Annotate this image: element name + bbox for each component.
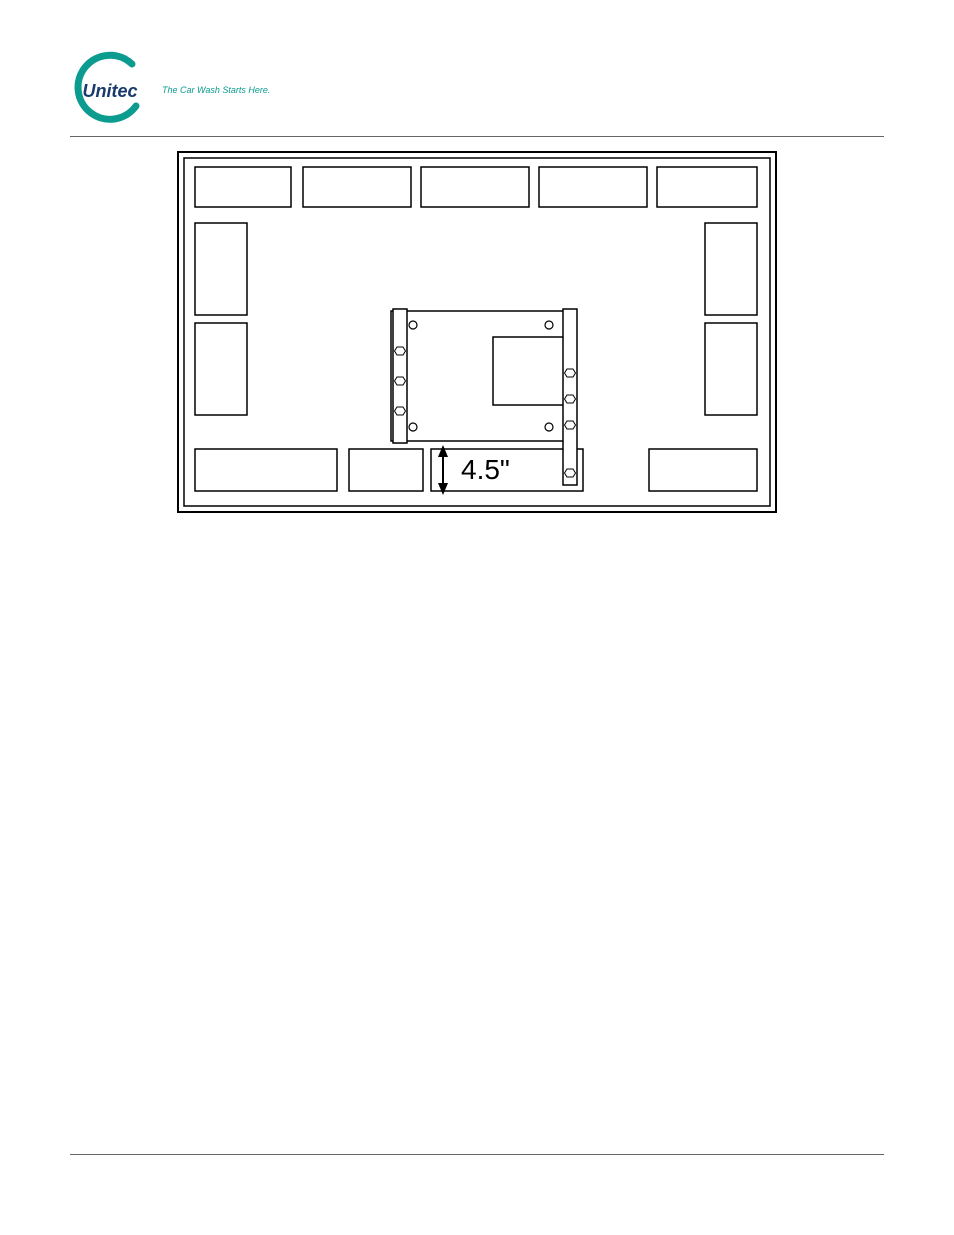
mount-plate xyxy=(391,311,569,441)
dimension-label: 4.5" xyxy=(461,454,510,485)
mounting-diagram: 4.5" xyxy=(177,151,777,513)
page-header: Unitec The Car Wash Starts Here. xyxy=(70,50,884,137)
tagline: The Car Wash Starts Here. xyxy=(162,85,270,95)
diagram-svg: 4.5" xyxy=(177,151,777,513)
logo-text: Unitec xyxy=(82,81,137,101)
unitec-logo: Unitec xyxy=(70,50,150,130)
footer-rule xyxy=(70,1154,884,1155)
